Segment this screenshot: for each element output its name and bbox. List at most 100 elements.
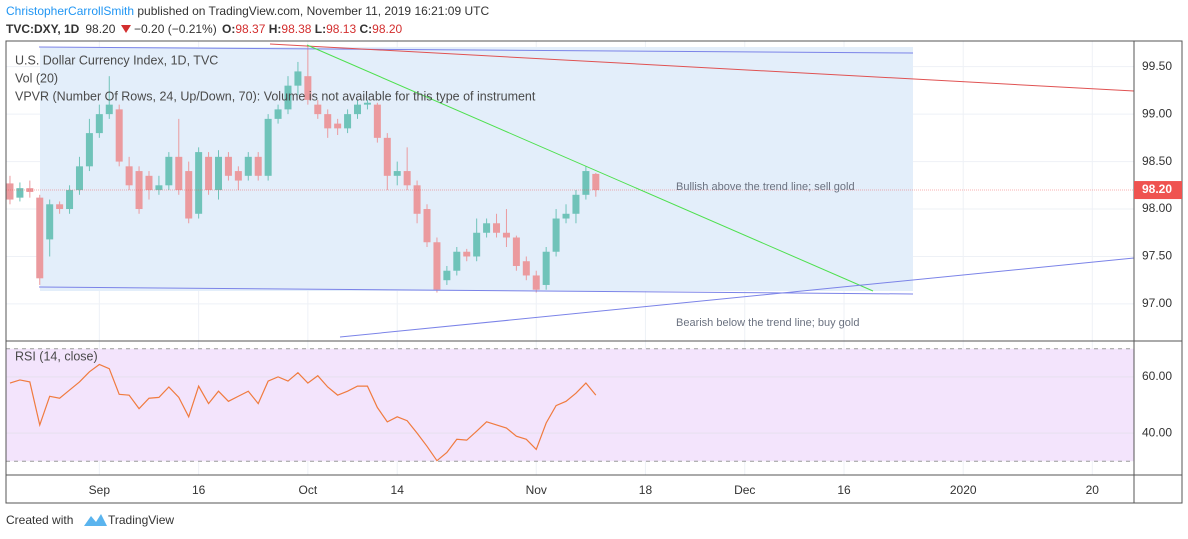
ohlc-line: O:98.37 H:98.38 L:98.13 C:98.20 bbox=[222, 22, 402, 36]
price: 98.20 bbox=[85, 22, 115, 36]
trend-line bbox=[339, 257, 1135, 338]
candle-body bbox=[512, 237, 520, 266]
candle-body bbox=[363, 102, 371, 105]
footer-text: Created with bbox=[6, 513, 73, 527]
x-tick-label: 16 bbox=[837, 483, 851, 497]
candle-body bbox=[542, 251, 550, 285]
candle-body bbox=[314, 104, 322, 115]
candle-body bbox=[115, 109, 123, 162]
ohlc-label: L: bbox=[315, 22, 326, 36]
change: −0.20 (−0.21%) bbox=[134, 22, 217, 36]
x-tick-label: 2020 bbox=[950, 483, 977, 497]
annotation: Bearish below the trend line; buy gold bbox=[676, 317, 859, 329]
candle-body bbox=[135, 171, 143, 210]
indicator: Vol (20) bbox=[15, 71, 58, 85]
candle-body bbox=[562, 213, 570, 219]
candle-body bbox=[46, 204, 54, 240]
symbol-line: TVC:DXY, 1D 98.20 bbox=[6, 22, 116, 36]
candle-body bbox=[572, 194, 580, 214]
down-arrow bbox=[121, 25, 131, 33]
candle-body bbox=[125, 166, 133, 186]
trend-line bbox=[38, 286, 914, 295]
x-tick-label: Nov bbox=[526, 483, 547, 497]
candle-body bbox=[254, 156, 262, 176]
candle-body bbox=[95, 114, 103, 134]
candle-body bbox=[195, 152, 203, 214]
candle-body bbox=[145, 175, 153, 191]
candle-body bbox=[592, 173, 600, 191]
x-tick-label: Sep bbox=[89, 483, 111, 497]
footer-brand[interactable]: TradingView bbox=[108, 513, 174, 527]
candle-body bbox=[224, 156, 232, 176]
candle-body bbox=[463, 251, 471, 257]
published: published on TradingView.com, November 1… bbox=[134, 4, 489, 18]
candle-body bbox=[304, 76, 312, 100]
candle-body bbox=[403, 171, 411, 186]
ohlc-value: 98.20 bbox=[372, 22, 402, 36]
candle-body bbox=[354, 104, 362, 115]
candle-body bbox=[75, 166, 83, 191]
last-price-label: 98.20 bbox=[1142, 182, 1172, 196]
candle-body bbox=[85, 133, 93, 167]
candle-body bbox=[532, 275, 540, 290]
candle-body bbox=[433, 242, 441, 290]
candle-body bbox=[105, 104, 113, 115]
change-line: −0.20 (−0.21%) bbox=[134, 22, 217, 36]
candle-body bbox=[383, 137, 391, 176]
author[interactable]: ChristopherCarrollSmith bbox=[6, 4, 134, 18]
candle-body bbox=[324, 114, 332, 129]
y-tick-label: 99.50 bbox=[1142, 59, 1172, 73]
x-tick-label: Dec bbox=[734, 483, 755, 497]
rsi-line bbox=[9, 363, 597, 462]
candle-body bbox=[393, 171, 401, 176]
candle-body bbox=[493, 223, 501, 233]
ohlc-value: 98.13 bbox=[326, 22, 356, 36]
y-tick-label: 60.00 bbox=[1142, 369, 1172, 383]
candle-body bbox=[175, 156, 183, 191]
x-tick-label: 16 bbox=[192, 483, 206, 497]
candle-body bbox=[443, 270, 451, 281]
candle-body bbox=[66, 190, 74, 210]
y-tick-label: 97.50 bbox=[1142, 249, 1172, 263]
rsi-band bbox=[6, 348, 1134, 462]
candle-body bbox=[373, 104, 381, 138]
candle-body bbox=[165, 156, 173, 186]
candle-body bbox=[214, 156, 222, 191]
ohlc-label: C: bbox=[359, 22, 372, 36]
candle-body bbox=[6, 183, 14, 200]
x-tick-label: Oct bbox=[299, 483, 318, 497]
candle-body bbox=[16, 188, 24, 198]
candle-body bbox=[26, 188, 34, 192]
logo bbox=[84, 514, 107, 526]
x-tick-label: 14 bbox=[391, 483, 405, 497]
trend-line bbox=[269, 43, 1135, 92]
candle-body bbox=[423, 209, 431, 243]
y-tick-label: 40.00 bbox=[1142, 425, 1172, 439]
candle-body bbox=[274, 109, 282, 119]
y-tick-label: 98.00 bbox=[1142, 201, 1172, 215]
candle-body bbox=[56, 204, 64, 210]
candle-body bbox=[552, 218, 560, 252]
y-tick-label: 97.00 bbox=[1142, 296, 1172, 310]
candle-body bbox=[234, 171, 242, 181]
last-price-box bbox=[1134, 181, 1182, 200]
x-tick-label: 18 bbox=[639, 483, 653, 497]
candle-body bbox=[334, 123, 342, 129]
candle-body bbox=[284, 85, 292, 110]
chart-frame bbox=[5, 40, 1183, 504]
candle-body bbox=[294, 71, 302, 86]
candle-body bbox=[155, 185, 163, 191]
trend-line bbox=[306, 44, 874, 292]
x-tick-label: 20 bbox=[1086, 483, 1100, 497]
symbol: TVC:DXY, 1D bbox=[6, 22, 80, 36]
y-tick-label: 99.00 bbox=[1142, 106, 1172, 120]
marks bbox=[6, 45, 1134, 462]
ohlc-label: H: bbox=[269, 22, 282, 36]
candle-body bbox=[502, 232, 510, 238]
indicator: VPVR (Number Of Rows, 24, Up/Down, 70): … bbox=[15, 89, 536, 103]
candle-body bbox=[483, 223, 491, 233]
candle-body bbox=[582, 171, 590, 195]
candle-body bbox=[185, 171, 193, 219]
chart-title: U.S. Dollar Currency Index, 1D, TVC bbox=[15, 53, 218, 67]
